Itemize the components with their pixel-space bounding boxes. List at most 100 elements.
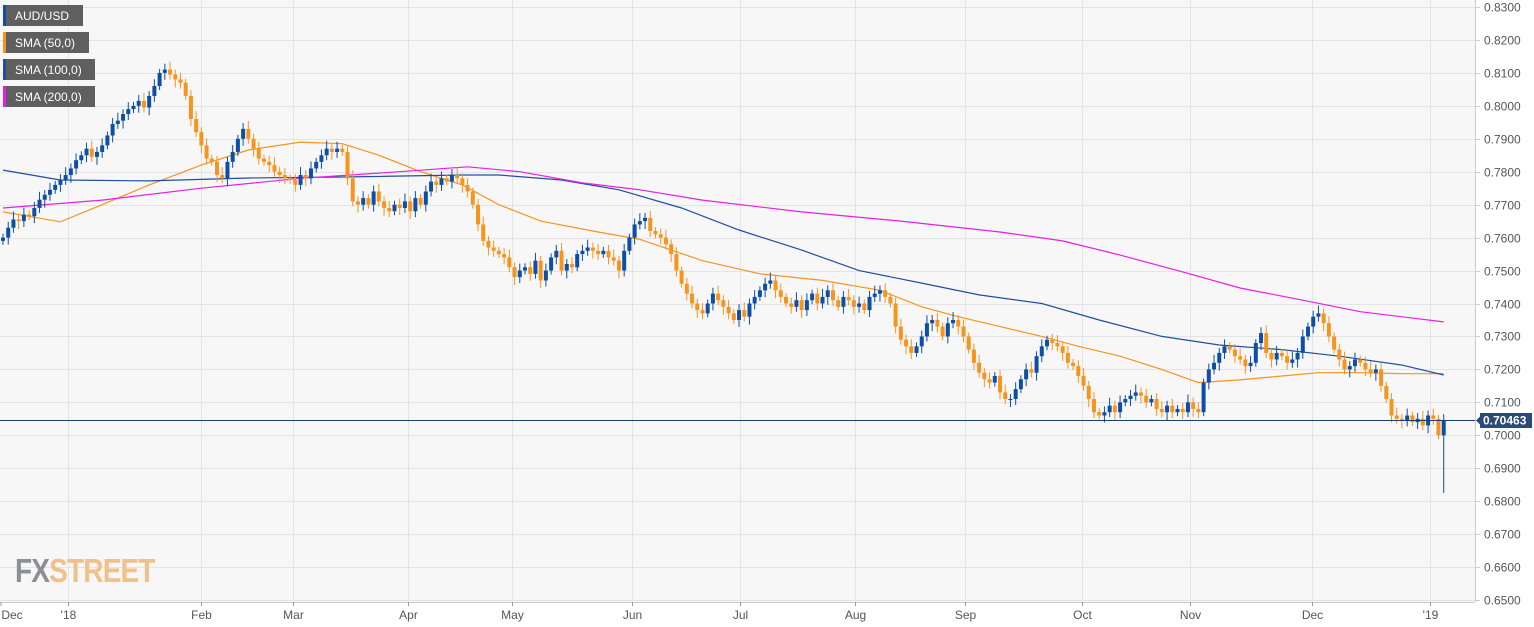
- candle: [830, 283, 835, 307]
- candle: [366, 194, 371, 209]
- candle-body: [773, 280, 778, 291]
- candle-body: [1185, 402, 1190, 413]
- x-tick-label: '18: [61, 608, 77, 622]
- candle: [1342, 351, 1347, 375]
- candle-body: [366, 198, 371, 205]
- candle-body: [810, 293, 815, 301]
- candle-body: [1055, 343, 1060, 347]
- candle: [481, 216, 486, 246]
- candle: [262, 154, 266, 166]
- legend-swatch: [3, 86, 6, 107]
- candle-body: [679, 270, 684, 284]
- candle: [1050, 333, 1055, 350]
- candle-body: [987, 379, 992, 383]
- candle: [611, 249, 616, 266]
- y-tick-label: 0.6700: [1484, 528, 1521, 542]
- candle-body: [94, 151, 99, 157]
- candle: [1191, 397, 1196, 417]
- candle: [564, 259, 569, 279]
- candle-body: [1394, 415, 1399, 419]
- candle: [1159, 401, 1164, 418]
- candle: [1337, 343, 1342, 367]
- candle: [867, 290, 872, 318]
- candle-body: [27, 214, 32, 217]
- legend-item-sma200[interactable]: SMA (200,0): [3, 86, 95, 107]
- candle-body: [1232, 349, 1237, 357]
- candle: [314, 157, 319, 173]
- candle: [382, 196, 387, 216]
- candle: [1013, 382, 1018, 405]
- candle-body: [115, 120, 120, 124]
- candle: [616, 255, 621, 279]
- candle: [757, 286, 762, 301]
- candle-body: [173, 74, 178, 80]
- candle-body: [616, 260, 621, 271]
- candle: [528, 261, 533, 281]
- candle: [1222, 339, 1227, 359]
- candle-body: [716, 293, 721, 301]
- plot-background: [0, 0, 1475, 602]
- candle: [877, 285, 882, 302]
- candle-body: [246, 128, 251, 139]
- candle-body: [136, 100, 141, 106]
- candle-body: [74, 160, 79, 169]
- candle-body: [825, 290, 830, 297]
- candle: [872, 285, 877, 302]
- candle-body: [215, 161, 220, 176]
- candle: [992, 372, 997, 387]
- candle-body: [888, 296, 893, 304]
- candle-body: [152, 86, 157, 96]
- candle: [569, 257, 574, 274]
- candle-body: [872, 293, 877, 297]
- candle: [1128, 389, 1133, 406]
- candle-body: [898, 326, 903, 340]
- candle: [27, 210, 32, 221]
- candle-body: [1191, 402, 1196, 409]
- candle-body: [1410, 415, 1415, 423]
- legend-label: SMA (200,0): [15, 89, 82, 104]
- candle: [1306, 322, 1310, 341]
- candle-body: [11, 219, 16, 228]
- candle-body: [168, 69, 173, 75]
- x-tick-label: Aug: [845, 608, 866, 622]
- candle: [1097, 408, 1102, 420]
- legend-item-sma100[interactable]: SMA (100,0): [3, 59, 95, 80]
- candle-body: [512, 267, 517, 278]
- candle: [1373, 364, 1378, 381]
- candle-body: [267, 161, 272, 166]
- candle-body: [893, 303, 898, 327]
- legend-item-sma50[interactable]: SMA (50,0): [3, 32, 89, 53]
- candle-body: [690, 293, 695, 304]
- candle-body: [1123, 399, 1128, 403]
- candle: [329, 143, 334, 160]
- y-tick-label: 0.7600: [1484, 232, 1521, 246]
- candle-body: [329, 148, 334, 152]
- candle: [1196, 402, 1201, 419]
- y-tick-label: 0.7000: [1484, 429, 1521, 443]
- candle-body: [1003, 392, 1008, 400]
- x-tick-label: Nov: [1180, 608, 1201, 622]
- candle: [147, 91, 152, 116]
- candle-body: [1290, 359, 1295, 363]
- legend-item-audusd[interactable]: AUD/USD: [3, 5, 83, 26]
- candle: [1201, 378, 1206, 417]
- current-price-label: 0.70463: [1483, 414, 1527, 428]
- candle: [209, 154, 214, 166]
- candle-body: [1259, 333, 1264, 344]
- candle-body: [851, 300, 856, 307]
- current-price-box: [1480, 413, 1532, 428]
- candle-body: [700, 310, 705, 314]
- candle: [1185, 394, 1190, 418]
- candle-body: [909, 346, 914, 353]
- candle: [486, 235, 491, 256]
- candle-body: [355, 201, 360, 205]
- candle: [152, 79, 157, 102]
- candle: [1232, 343, 1237, 364]
- candle-body: [919, 336, 924, 347]
- candle: [162, 63, 167, 80]
- candle: [491, 240, 496, 257]
- x-tick-label: '19: [1423, 608, 1439, 622]
- candle-body: [1013, 389, 1018, 400]
- candle: [1, 233, 5, 245]
- candle: [37, 191, 42, 213]
